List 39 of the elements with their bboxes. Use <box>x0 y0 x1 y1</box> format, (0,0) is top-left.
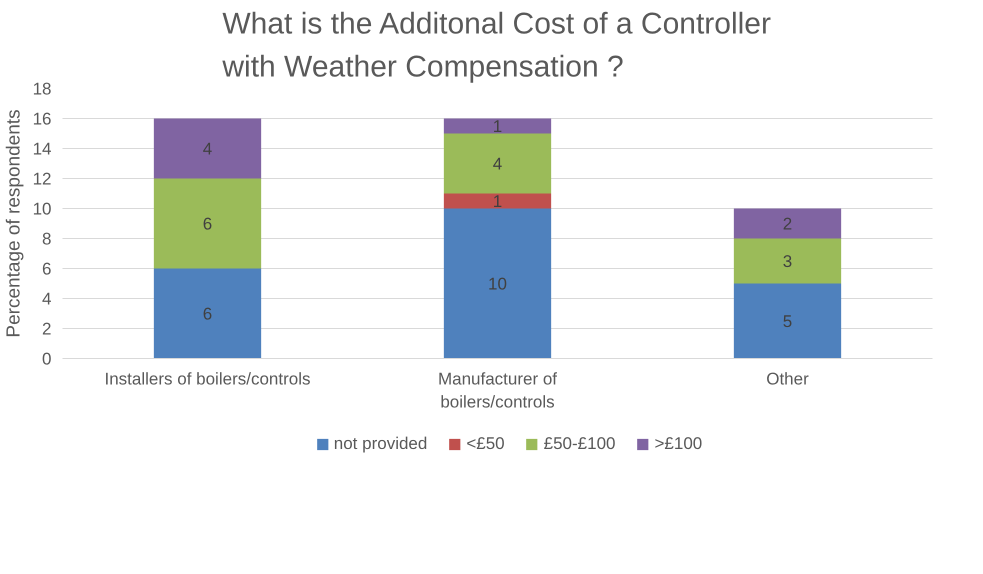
bar <box>444 208 552 358</box>
data-label: 10 <box>488 274 507 294</box>
y-tick-label: 12 <box>32 170 52 188</box>
y-tick-label: 10 <box>32 200 52 218</box>
bar <box>734 284 842 358</box>
bar <box>734 208 842 238</box>
y-tick-label: 8 <box>42 230 52 248</box>
bar <box>154 268 262 358</box>
data-label: 4 <box>202 140 212 158</box>
bar <box>444 194 552 208</box>
y-tick-label: 6 <box>42 260 52 278</box>
y-tick-label: 0 <box>42 350 52 368</box>
y-axis-title: Percentage of respondents <box>4 109 25 338</box>
data-label: 5 <box>782 312 792 331</box>
x-tick-label: Installers of boilers/controls <box>104 370 310 388</box>
legend-label: <£50 <box>466 434 505 454</box>
y-tick-label: 14 <box>32 140 52 158</box>
y-tick-label: 4 <box>42 290 52 308</box>
bar <box>444 134 552 194</box>
legend-label: >£100 <box>654 434 702 454</box>
data-label: 2 <box>782 214 792 234</box>
legend-label: £50-£100 <box>544 434 616 454</box>
data-label: 6 <box>202 304 212 324</box>
data-label: 1 <box>492 192 502 211</box>
bar <box>444 118 552 134</box>
bar <box>154 178 262 268</box>
bar <box>734 238 842 284</box>
y-tick-label: 18 <box>32 80 52 98</box>
x-tick-label: Other <box>766 370 810 388</box>
data-label: 6 <box>202 214 212 234</box>
y-tick-label: 2 <box>42 320 52 338</box>
bar <box>154 118 262 178</box>
data-label: 4 <box>492 154 502 174</box>
data-label: 3 <box>782 252 792 271</box>
data-label: 1 <box>492 117 502 136</box>
chart-title: What is the Additonal Cost of a Controller with Weather Compensation ? <box>221 8 771 84</box>
legend-label: not provided <box>334 434 428 454</box>
x-tick-label: Manufacturer of boilers/controls <box>438 370 558 412</box>
y-tick-label: 16 <box>32 110 52 128</box>
